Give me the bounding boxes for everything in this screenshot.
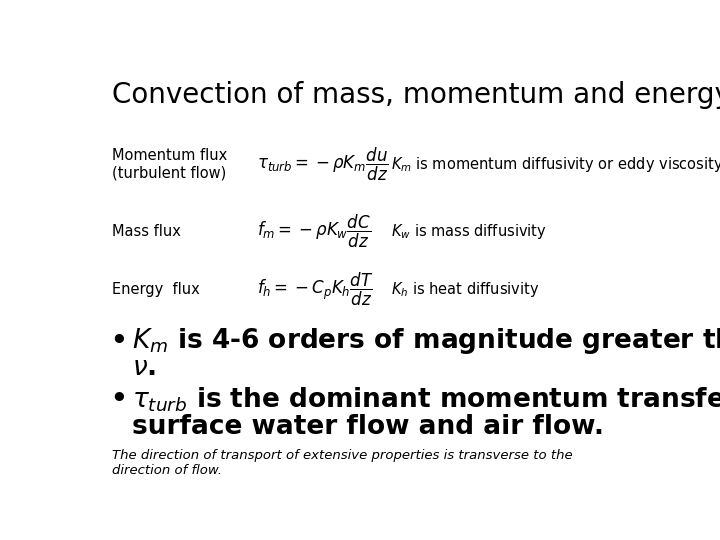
Text: $f_h = -C_p K_h \dfrac{dT}{dz}$: $f_h = -C_p K_h \dfrac{dT}{dz}$	[258, 271, 374, 308]
Text: $\tau_{turb} = -\rho K_m \dfrac{du}{dz}$: $\tau_{turb} = -\rho K_m \dfrac{du}{dz}$	[258, 146, 390, 183]
Text: $K_h$ is heat diffusivity: $K_h$ is heat diffusivity	[392, 280, 540, 299]
Text: $\nu$.: $\nu$.	[132, 355, 156, 381]
Text: Convection of mass, momentum and energy: Convection of mass, momentum and energy	[112, 82, 720, 110]
Text: $K_m$ is 4-6 orders of magnitude greater than: $K_m$ is 4-6 orders of magnitude greater…	[132, 326, 720, 356]
Text: $\tau_{turb}$ is the dominant momentum transfer in: $\tau_{turb}$ is the dominant momentum t…	[132, 385, 720, 414]
Text: surface water flow and air flow.: surface water flow and air flow.	[132, 414, 604, 440]
Text: Mass flux: Mass flux	[112, 224, 181, 239]
Text: •: •	[109, 384, 128, 415]
Text: The direction of transport of extensive properties is transverse to the: The direction of transport of extensive …	[112, 449, 573, 462]
Text: direction of flow.: direction of flow.	[112, 464, 222, 477]
Text: $f_m = -\rho K_w \dfrac{dC}{dz}$: $f_m = -\rho K_w \dfrac{dC}{dz}$	[258, 213, 372, 249]
Text: •: •	[109, 326, 128, 357]
Text: $K_w$ is mass diffusivity: $K_w$ is mass diffusivity	[392, 221, 547, 241]
Text: Energy  flux: Energy flux	[112, 282, 200, 297]
Text: $K_m$ is momentum diffusivity or eddy viscosity: $K_m$ is momentum diffusivity or eddy vi…	[392, 155, 720, 174]
Text: Momentum flux
(turbulent flow): Momentum flux (turbulent flow)	[112, 148, 228, 181]
